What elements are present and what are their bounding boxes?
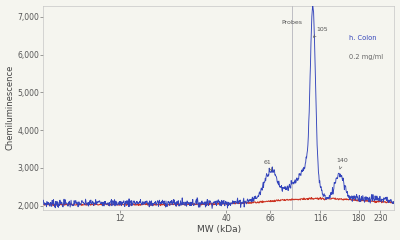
Text: 61: 61 <box>264 160 272 170</box>
Text: Probes: Probes <box>281 20 302 25</box>
Text: 0.2 mg/ml: 0.2 mg/ml <box>349 54 383 60</box>
Text: 140: 140 <box>337 158 348 169</box>
X-axis label: MW (kDa): MW (kDa) <box>197 225 241 234</box>
Y-axis label: Chemiluminescence: Chemiluminescence <box>6 65 14 150</box>
Text: 105: 105 <box>314 27 328 37</box>
Text: h. Colon: h. Colon <box>349 35 376 41</box>
